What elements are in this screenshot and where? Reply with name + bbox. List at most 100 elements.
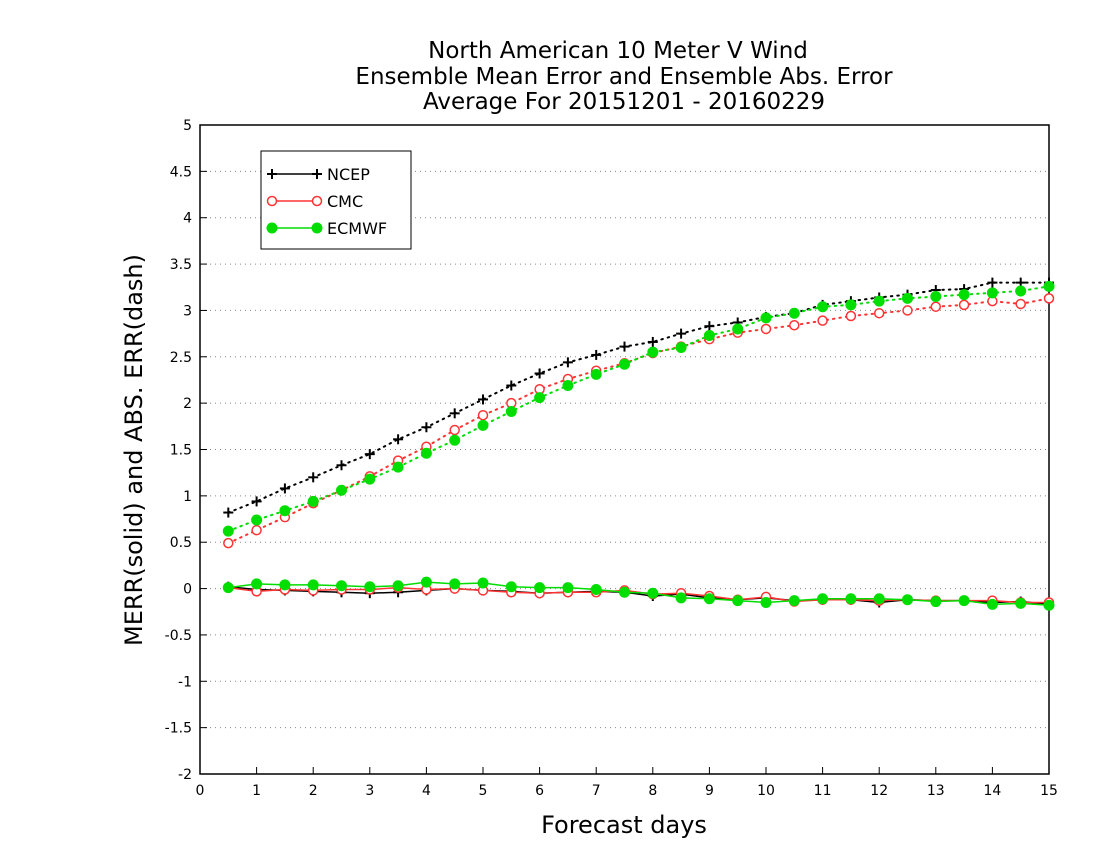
- point-abs-err-ecmwf: [647, 346, 659, 358]
- point-abs-err-cmc: [251, 524, 262, 536]
- point-abs-err-ecmwf: [364, 473, 376, 485]
- point-mean-err-ecmwf: [958, 595, 970, 607]
- point-abs-err-ecmwf: [1015, 285, 1027, 297]
- point-mean-err-ecmwf: [845, 593, 857, 605]
- x-tick-label: 13: [927, 783, 945, 799]
- point-abs-err-ncep: [534, 368, 545, 379]
- point-abs-err-ecmwf: [703, 329, 715, 341]
- legend-marker: [311, 195, 323, 207]
- legend: NCEP CMC ECMWF: [260, 150, 412, 250]
- legend-marker: [266, 222, 278, 234]
- series-cmc: [223, 293, 1055, 608]
- point-mean-err-ecmwf: [307, 579, 319, 591]
- point-abs-err-ncep: [478, 394, 488, 405]
- y-tick-label: 0.5: [170, 535, 192, 551]
- point-mean-err-ecmwf: [534, 582, 546, 594]
- point-abs-err-ncep: [987, 277, 998, 288]
- point-mean-err-ecmwf: [732, 595, 744, 607]
- point-abs-err-ecmwf: [392, 461, 404, 473]
- legend-marker: [311, 222, 323, 234]
- x-tick-label: 15: [1040, 783, 1058, 799]
- x-tick-label: 1: [252, 783, 261, 799]
- x-tick-label: 6: [535, 783, 544, 799]
- x-tick-label: 0: [196, 783, 205, 799]
- point-mean-err-ecmwf: [647, 587, 659, 599]
- legend-item-ncep: NCEP: [267, 165, 370, 184]
- point-mean-err-ecmwf: [420, 576, 432, 588]
- point-abs-err-ecmwf: [788, 307, 800, 319]
- y-tick-label: 3.5: [170, 257, 192, 273]
- point-abs-err-cmc: [817, 315, 828, 326]
- point-mean-err-ecmwf: [251, 578, 263, 590]
- point-abs-err-ecmwf: [420, 447, 432, 459]
- legend-label-cmc: CMC: [327, 192, 363, 211]
- point-abs-err-ecmwf: [505, 405, 517, 417]
- point-abs-err-ecmwf: [817, 301, 829, 313]
- point-abs-err-ncep: [223, 507, 234, 518]
- point-abs-err-cmc: [1043, 293, 1055, 304]
- point-mean-err-ecmwf: [222, 582, 234, 594]
- point-abs-err-ncep: [251, 496, 262, 507]
- point-mean-err-ecmwf: [449, 578, 461, 590]
- y-tick-label: 1: [183, 489, 192, 505]
- point-abs-err-cmc: [1015, 298, 1026, 310]
- point-mean-err-ecmwf: [279, 579, 291, 591]
- point-abs-err-cmc: [789, 320, 800, 331]
- point-abs-err-cmc: [873, 307, 885, 319]
- point-mean-err-ecmwf: [760, 596, 772, 608]
- y-tick-label: 2: [183, 396, 192, 412]
- y-tick-label: 3: [183, 303, 192, 319]
- point-abs-err-ecmwf: [534, 392, 546, 404]
- point-abs-err-ecmwf: [930, 291, 942, 303]
- point-abs-err-ecmwf: [760, 312, 772, 324]
- series-ncep: [223, 277, 1054, 610]
- y-tick-label: -0.5: [165, 628, 192, 644]
- point-abs-err-ncep: [449, 408, 460, 419]
- legend-marker: [267, 169, 277, 179]
- point-abs-err-cmc: [845, 310, 857, 322]
- grid: [200, 170, 1049, 729]
- point-abs-err-ecmwf: [873, 295, 885, 307]
- point-abs-err-ncep: [336, 460, 347, 471]
- point-abs-err-ecmwf: [477, 419, 489, 431]
- point-mean-err-ecmwf: [873, 593, 885, 605]
- chart-title-line-3: Average For 20151201 - 20160229: [423, 89, 825, 115]
- point-abs-err-cmc: [958, 299, 970, 311]
- point-abs-err-cmc: [449, 424, 460, 436]
- y-tick-label: 4: [183, 211, 192, 227]
- line-abs-err-ncep: [227, 281, 1050, 514]
- x-tick-label: 5: [479, 783, 488, 799]
- point-mean-err-ecmwf: [817, 593, 829, 605]
- point-abs-err-ecmwf: [307, 495, 319, 507]
- y-tick-label: -1.5: [165, 721, 192, 737]
- point-abs-err-ncep: [393, 434, 404, 445]
- point-abs-err-cmc: [760, 323, 772, 335]
- legend-item-cmc: CMC: [266, 192, 363, 211]
- line-abs-err-cmc: [227, 297, 1050, 545]
- point-abs-err-ncep: [308, 472, 319, 483]
- point-abs-err-cmc: [902, 305, 913, 316]
- legend-label-ecmwf: ECMWF: [327, 219, 387, 238]
- point-abs-err-ecmwf: [675, 342, 687, 354]
- point-mean-err-ecmwf: [477, 577, 489, 589]
- legend-marker: [266, 195, 278, 207]
- x-tick-label: 7: [592, 783, 601, 799]
- x-axis-label: Forecast days: [541, 811, 707, 839]
- series-layer: [222, 277, 1055, 611]
- y-tick-label: 2.5: [170, 350, 192, 366]
- point-mean-err-ecmwf: [392, 580, 404, 592]
- point-mean-err-ecmwf: [902, 594, 913, 606]
- y-axis-label: MERR(solid) and ABS. ERR(dash): [120, 254, 148, 646]
- point-abs-err-ncep: [279, 483, 290, 494]
- x-tick-label: 4: [422, 783, 431, 799]
- point-abs-err-ncep: [506, 380, 517, 391]
- point-mean-err-ecmwf: [364, 581, 376, 593]
- point-mean-err-ecmwf: [788, 595, 800, 607]
- point-abs-err-ecmwf: [590, 368, 602, 380]
- point-abs-err-ecmwf: [562, 380, 574, 392]
- point-abs-err-ecmwf: [732, 323, 744, 335]
- point-abs-err-ncep: [562, 357, 573, 368]
- point-abs-err-ecmwf: [279, 505, 291, 517]
- y-tick-label: 0: [183, 582, 192, 598]
- point-abs-err-ncep: [704, 321, 715, 332]
